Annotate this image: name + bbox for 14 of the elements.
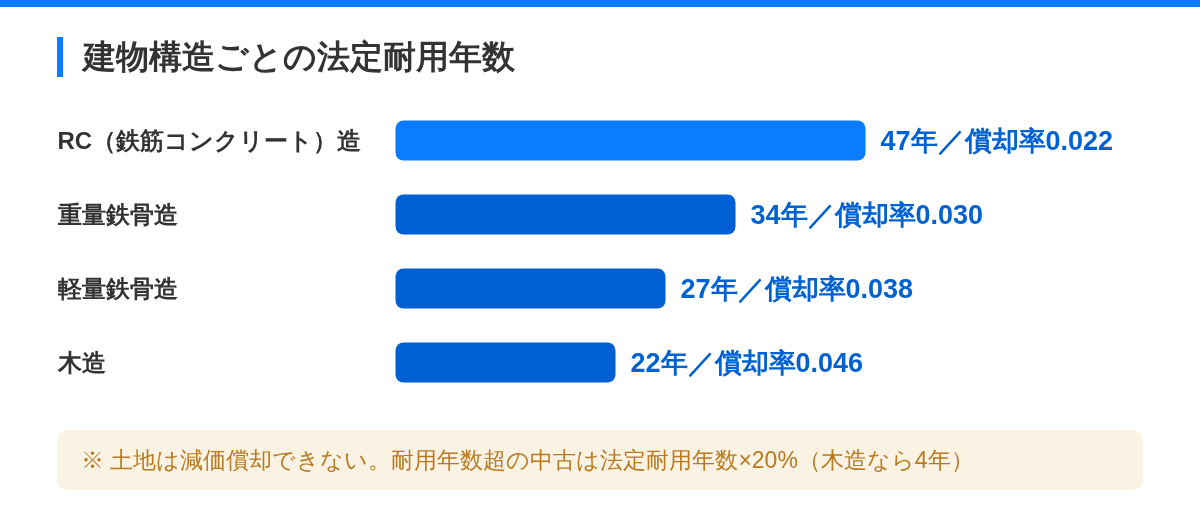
data-label: 27年／償却率0.038 (680, 273, 914, 304)
bar (395, 194, 736, 235)
y-tick-label: 重量鉄骨造 (56, 201, 178, 228)
data-label: 22年／償却率0.046 (630, 347, 864, 378)
data-label: 47年／償却率0.022 (880, 125, 1114, 156)
y-tick-label: RC（鉄筋コンクリート）造 (57, 127, 362, 154)
chart-title: 建物構造ごとの法定耐用年数 (57, 37, 1200, 77)
text: ※ 土地は減価償却できない。耐用年数超の中古は法定耐用年数×20%（木造なら4年） (57, 430, 1143, 490)
bar (395, 268, 666, 309)
bar (395, 120, 866, 161)
y-tick-label: 木造 (56, 349, 106, 376)
y-tick-label: 軽量鉄骨造 (56, 275, 178, 302)
data-label: 34年／償却率0.030 (750, 199, 984, 230)
bar (395, 342, 616, 383)
